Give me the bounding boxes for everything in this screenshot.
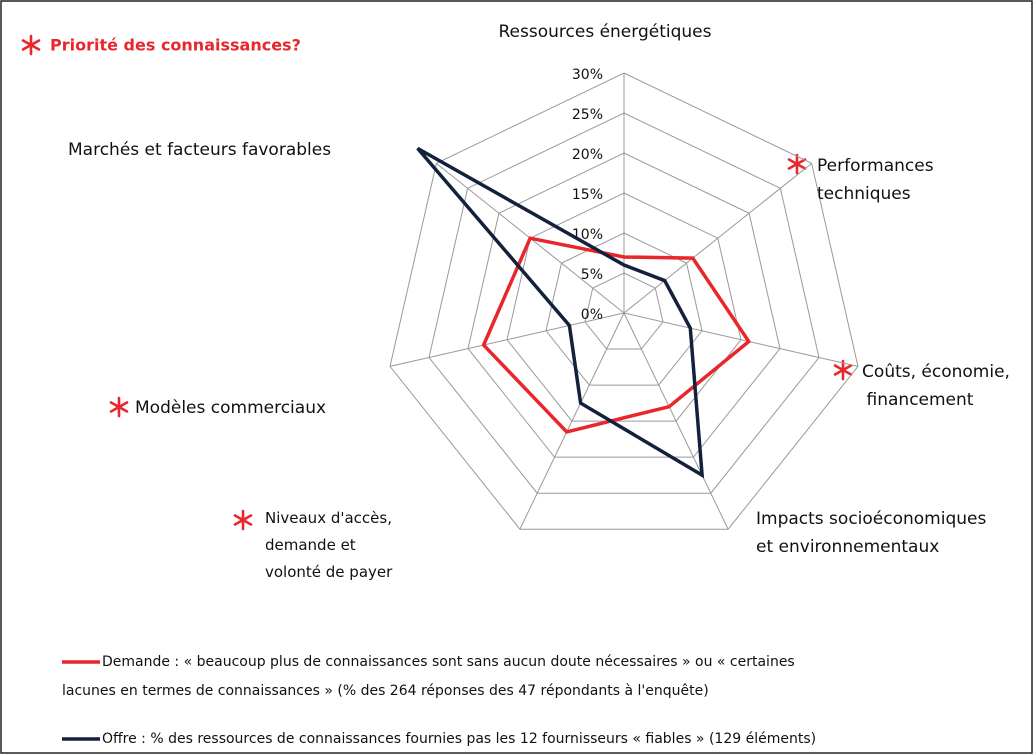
category-label: Performances techniques <box>817 156 934 204</box>
priority-icon <box>21 34 41 56</box>
legend-label: Demande : « beaucoup plus de connaissanc… <box>62 654 795 699</box>
series-line <box>481 236 752 434</box>
spoke <box>623 162 812 314</box>
spoke <box>623 312 729 530</box>
y-tick-label: 5% <box>581 267 603 283</box>
y-tick-label: 20% <box>572 147 603 163</box>
grid-ring <box>545 232 703 386</box>
category-label: Niveaux d'accès, demande et volonté de pay… <box>265 509 393 581</box>
priority-icon <box>787 153 807 175</box>
grid-ring <box>428 112 820 494</box>
category-label: Ressources énergétiques <box>499 22 712 42</box>
y-tick-label: 0% <box>581 307 603 323</box>
category-label: Impacts socioéconomiques et environnement… <box>756 509 986 557</box>
category-label: Coûts, économie, financement <box>862 362 1010 410</box>
grid-ring <box>389 72 859 530</box>
priority-icon <box>833 359 853 381</box>
spoke <box>519 312 625 530</box>
asterisks <box>21 34 853 531</box>
y-tick-label: 30% <box>572 67 603 83</box>
spoke <box>389 312 625 367</box>
grid-ring <box>584 272 664 350</box>
series-line <box>416 146 705 479</box>
priority-icon <box>233 509 253 531</box>
chart-title: Priorité des connaissances? <box>50 36 301 55</box>
legend-label: Offre : % des ressources de connaissance… <box>102 731 816 747</box>
y-tick-label: 10% <box>572 227 603 243</box>
grid-ring <box>506 192 742 422</box>
y-tick-label: 25% <box>572 107 603 123</box>
category-label: Marchés et facteurs favorables <box>68 140 331 160</box>
spoke <box>623 312 859 367</box>
y-tick-label: 15% <box>572 187 603 203</box>
category-label: Modèles commerciaux <box>135 398 326 418</box>
priority-icon <box>109 396 129 418</box>
